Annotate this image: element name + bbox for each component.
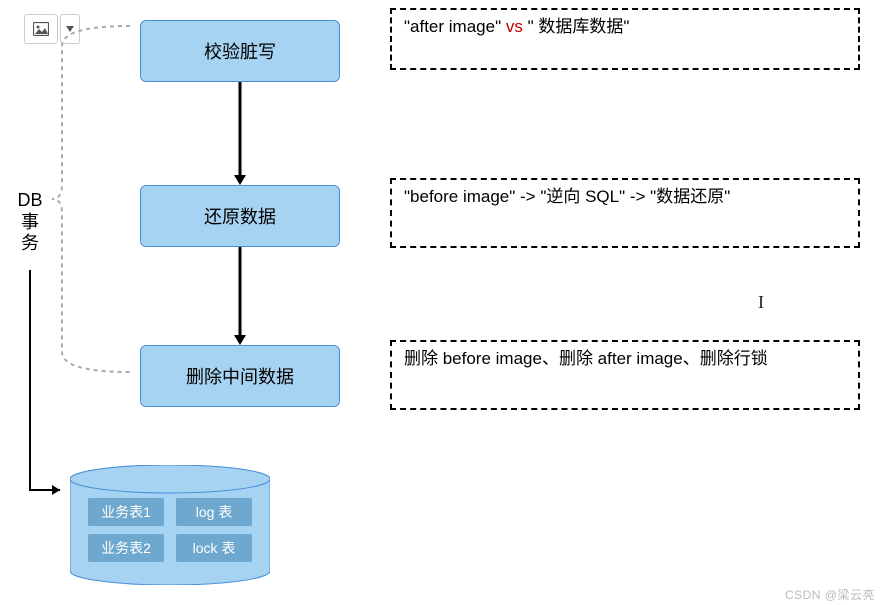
explain-text: vs (506, 17, 523, 36)
db-table-3: 业务表2 (88, 534, 164, 562)
db-table-label: 业务表1 (101, 502, 151, 522)
explain-box-2: "before image" -> "逆向 SQL" -> "数据还原" (390, 178, 860, 248)
explain-text: "before image" -> "逆向 SQL" -> "数据还原" (404, 187, 730, 206)
db-table-label: 业务表2 (101, 538, 151, 558)
step-arrow-head (234, 175, 246, 185)
db-table-label: log 表 (196, 502, 233, 522)
text-cursor-caret: I (758, 292, 764, 313)
explain-text: "after image" (404, 17, 506, 36)
step-arrow-head (234, 335, 246, 345)
db-table-1: 业务表1 (88, 498, 164, 526)
explain-text: " 数据库数据" (523, 17, 630, 36)
explain-box-3: 删除 before image、删除 after image、删除行锁 (390, 340, 860, 410)
db-table-4: lock 表 (176, 534, 252, 562)
db-table-2: log 表 (176, 498, 252, 526)
explain-box-1: "after image" vs " 数据库数据" (390, 8, 860, 70)
explain-text: 删除 before image、删除 after image、删除行锁 (404, 349, 768, 368)
db-table-label: lock 表 (193, 538, 236, 558)
watermark-text: CSDN @梁云亮 (785, 586, 875, 603)
